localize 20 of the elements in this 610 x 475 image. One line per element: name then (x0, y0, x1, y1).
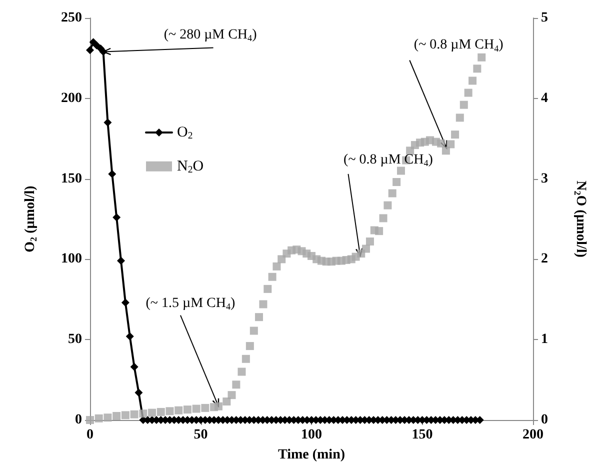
y-axis-title: O2 (µmol/l) (22, 185, 38, 252)
x-tick-label: 200 (522, 428, 544, 442)
y2-tick-label: 0 (541, 412, 548, 428)
x-tick-label: 150 (412, 428, 433, 442)
y-tick-label: 150 (61, 171, 82, 186)
y2-tick-label: 3 (541, 171, 548, 186)
x-tick-label: 50 (194, 428, 208, 442)
y2-tick-label: 2 (541, 252, 548, 267)
y2-tick-label: 1 (541, 332, 548, 348)
y2-tick-label: 4 (541, 90, 548, 106)
y-tick-label: 0 (75, 412, 82, 428)
y2-axis-title: N2O (µmol/l) (572, 180, 588, 258)
y-tick-label: 250 (61, 10, 82, 26)
y-tick-label: 50 (68, 332, 82, 348)
y-tick-label: 100 (61, 252, 82, 267)
x-tick-label: 0 (86, 428, 94, 442)
y2-tick-label: 5 (541, 10, 548, 26)
x-tick-label: 100 (301, 428, 322, 442)
x-axis-title: Time (min) (278, 448, 346, 462)
y-tick-label: 200 (61, 90, 82, 106)
